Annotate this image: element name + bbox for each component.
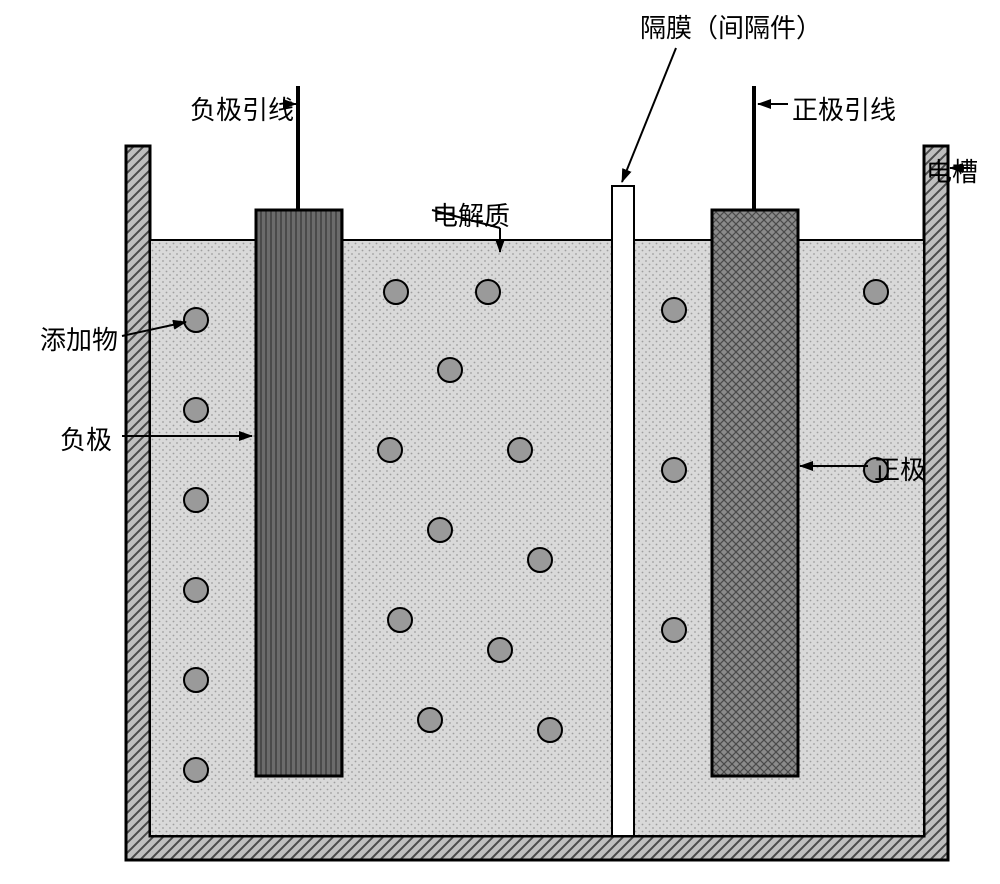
arrow-separator <box>622 48 676 182</box>
label-negative-electrode: 负极 <box>60 420 112 457</box>
diagram-canvas: 隔膜（间隔件） 负极引线 正极引线 电槽 电解质 添加物 负极 正极 <box>0 0 1000 884</box>
additive-particle <box>184 398 208 422</box>
additive-particle <box>662 618 686 642</box>
additive-particle <box>184 578 208 602</box>
additive-particle <box>184 308 208 332</box>
label-electrolyte: 电解质 <box>432 196 510 233</box>
additive-particle <box>184 668 208 692</box>
label-positive-electrode: 正极 <box>874 450 926 487</box>
additive-particle <box>418 708 442 732</box>
label-negative-lead: 负极引线 <box>190 90 294 127</box>
label-container: 电槽 <box>926 152 978 189</box>
additive-particle <box>662 458 686 482</box>
additive-particle <box>388 608 412 632</box>
additive-particle <box>438 358 462 382</box>
diagram-svg <box>0 0 1000 884</box>
label-additive: 添加物 <box>40 320 118 357</box>
additive-particle <box>184 488 208 512</box>
additive-particle <box>184 758 208 782</box>
additive-particle <box>864 280 888 304</box>
positive-electrode <box>712 210 798 776</box>
additive-particle <box>662 298 686 322</box>
additive-particle <box>378 438 402 462</box>
additive-particle <box>488 638 512 662</box>
label-positive-lead: 正极引线 <box>792 90 896 127</box>
additive-particle <box>476 280 500 304</box>
label-separator: 隔膜（间隔件） <box>640 8 822 45</box>
additive-particle <box>538 718 562 742</box>
additive-particle <box>428 518 452 542</box>
leads-group <box>298 86 754 210</box>
negative-electrode <box>256 210 342 776</box>
additive-particle <box>528 548 552 572</box>
additive-particle <box>508 438 532 462</box>
additive-particle <box>384 280 408 304</box>
separator-group <box>612 186 634 836</box>
